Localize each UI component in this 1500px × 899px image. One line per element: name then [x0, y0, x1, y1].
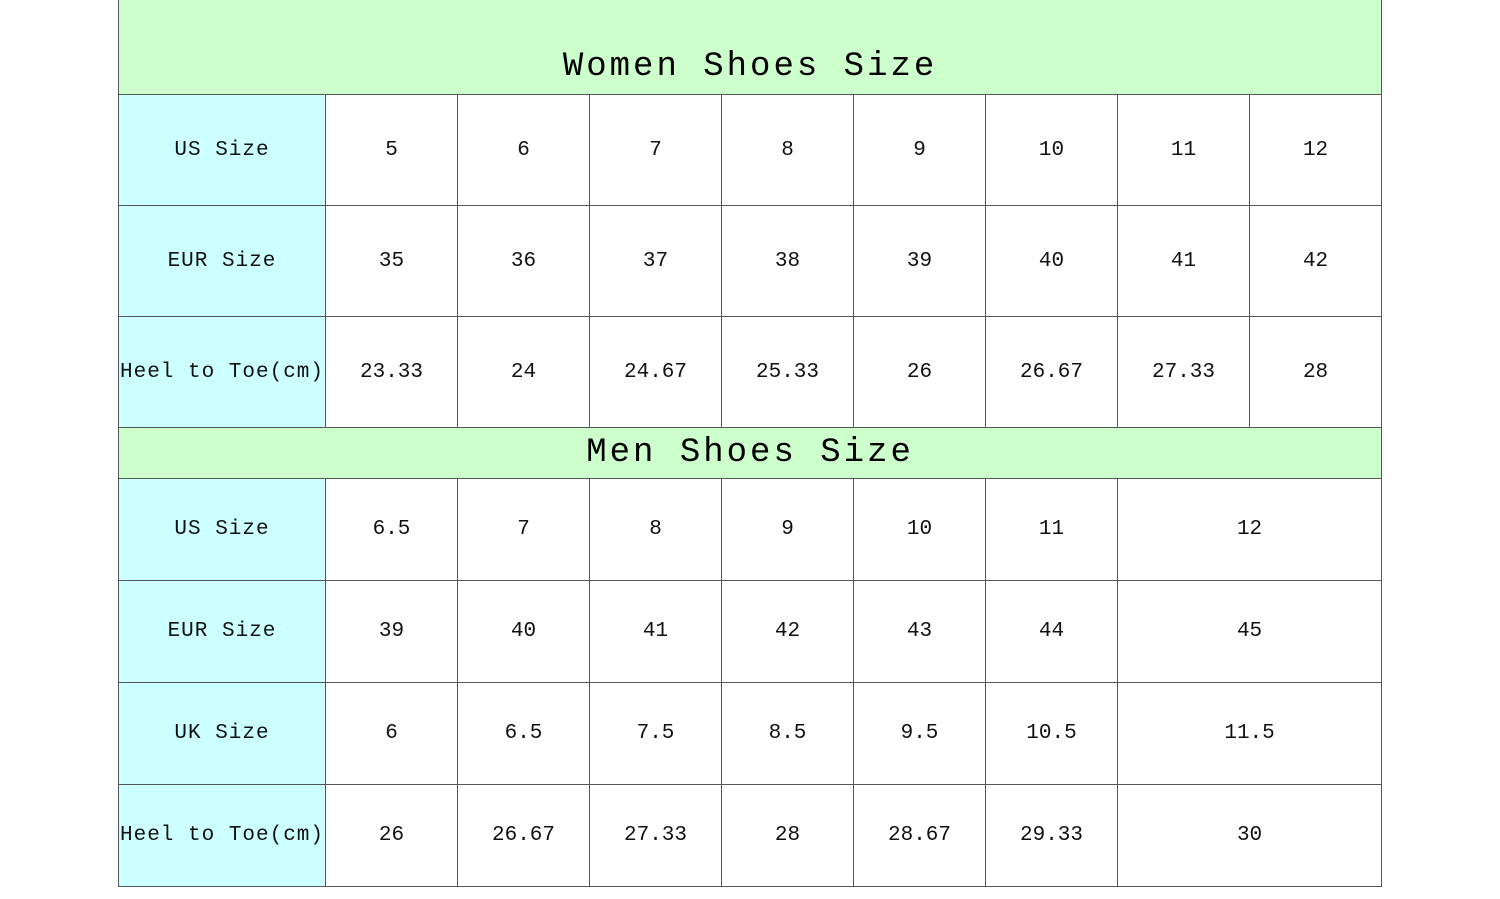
size-cell: 9 — [853, 94, 986, 206]
row-label: UK Size — [118, 682, 326, 785]
table-row: UK Size 6 6.5 7.5 8.5 9.5 10.5 11.5 — [118, 682, 1383, 785]
size-cell: 10 — [985, 94, 1118, 206]
size-cell: 40 — [457, 580, 590, 683]
size-cell: 11 — [1117, 94, 1250, 206]
size-chart-table: Women Shoes Size US Size 5 6 7 8 9 10 11 12 EUR Si… — [117, 0, 1383, 887]
size-cell: 43 — [853, 580, 986, 683]
size-cell: 39 — [325, 580, 458, 683]
table-row: EUR Size 39 40 41 42 43 44 45 — [118, 580, 1383, 683]
size-cell: 28.67 — [853, 784, 986, 887]
size-cell: 27.33 — [589, 784, 722, 887]
size-cell: 11.5 — [1116, 682, 1383, 785]
size-cell: 23.33 — [325, 316, 458, 428]
row-label: EUR Size — [118, 580, 326, 683]
size-cell: 6 — [457, 94, 590, 206]
size-cell: 24 — [457, 316, 590, 428]
size-cell: 39 — [853, 205, 986, 317]
size-cell: 27.33 — [1117, 316, 1250, 428]
size-cell: 29.33 — [985, 784, 1118, 887]
size-cell: 26 — [325, 784, 458, 887]
size-cell: 42 — [721, 580, 854, 683]
row-label: US Size — [118, 94, 326, 206]
size-cell: 36 — [457, 205, 590, 317]
size-cell: 28 — [721, 784, 854, 887]
table-row: US Size 5 6 7 8 9 10 11 12 — [118, 94, 1383, 206]
size-cell: 8 — [589, 478, 722, 581]
men-title-row: Men Shoes Size — [117, 427, 1383, 479]
row-label: US Size — [118, 478, 326, 581]
size-cell: 6.5 — [325, 478, 458, 581]
women-section-title: Women Shoes Size — [117, 0, 1383, 95]
size-cell: 38 — [721, 205, 854, 317]
size-cell: 30 — [1116, 784, 1383, 887]
women-title-row: Women Shoes Size — [117, 0, 1383, 95]
size-cell: 24.67 — [589, 316, 722, 428]
size-cell: 42 — [1248, 205, 1383, 317]
size-cell: 25.33 — [721, 316, 854, 428]
table-row: Heel to Toe(cm) 26 26.67 27.33 28 28.67 29.33 3… — [118, 784, 1383, 887]
table-row: US Size 6.5 7 8 9 10 11 12 — [118, 478, 1383, 581]
size-cell: 26 — [853, 316, 986, 428]
size-cell: 28 — [1248, 316, 1383, 428]
size-cell: 8.5 — [721, 682, 854, 785]
size-cell: 12 — [1116, 478, 1383, 581]
size-cell: 41 — [1117, 205, 1250, 317]
size-cell: 44 — [985, 580, 1118, 683]
size-cell: 11 — [985, 478, 1118, 581]
size-cell: 37 — [589, 205, 722, 317]
size-cell: 45 — [1116, 580, 1383, 683]
size-cell: 7.5 — [589, 682, 722, 785]
size-cell: 35 — [325, 205, 458, 317]
size-cell: 10.5 — [985, 682, 1118, 785]
size-cell: 26.67 — [457, 784, 590, 887]
size-cell: 6 — [325, 682, 458, 785]
size-cell: 6.5 — [457, 682, 590, 785]
row-label: Heel to Toe(cm) — [118, 784, 326, 887]
size-cell: 12 — [1248, 94, 1383, 206]
size-cell: 8 — [721, 94, 854, 206]
men-section-title: Men Shoes Size — [117, 427, 1383, 479]
size-cell: 5 — [325, 94, 458, 206]
size-cell: 40 — [985, 205, 1118, 317]
size-cell: 9 — [721, 478, 854, 581]
size-cell: 26.67 — [985, 316, 1118, 428]
size-cell: 7 — [589, 94, 722, 206]
size-cell: 9.5 — [853, 682, 986, 785]
size-cell: 7 — [457, 478, 590, 581]
size-cell: 41 — [589, 580, 722, 683]
size-cell: 10 — [853, 478, 986, 581]
row-label: Heel to Toe(cm) — [118, 316, 326, 428]
table-row: EUR Size 35 36 37 38 39 40 41 42 — [118, 205, 1383, 317]
row-label: EUR Size — [118, 205, 326, 317]
table-row: Heel to Toe(cm) 23.33 24 24.67 25.33 26 26.67 2… — [118, 316, 1383, 428]
